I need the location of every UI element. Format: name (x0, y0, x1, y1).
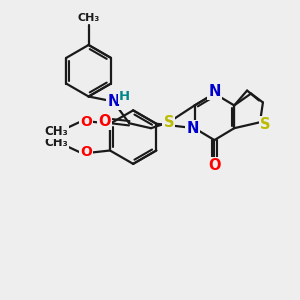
Text: O: O (80, 146, 92, 160)
Text: N: N (208, 84, 220, 99)
Text: O: O (80, 115, 92, 129)
Text: O: O (98, 114, 111, 129)
Text: N: N (186, 121, 199, 136)
Text: S: S (164, 115, 174, 130)
Text: H: H (119, 90, 130, 103)
Text: S: S (260, 117, 270, 132)
Text: CH₃: CH₃ (45, 136, 68, 149)
Text: CH₃: CH₃ (77, 13, 100, 23)
Text: N: N (107, 94, 119, 109)
Text: CH₃: CH₃ (45, 125, 68, 138)
Text: O: O (208, 158, 220, 173)
